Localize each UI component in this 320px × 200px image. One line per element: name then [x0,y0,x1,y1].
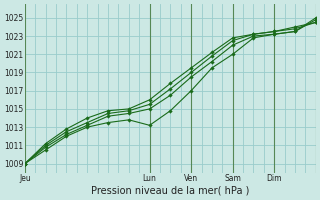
X-axis label: Pression niveau de la mer( hPa ): Pression niveau de la mer( hPa ) [91,186,250,196]
